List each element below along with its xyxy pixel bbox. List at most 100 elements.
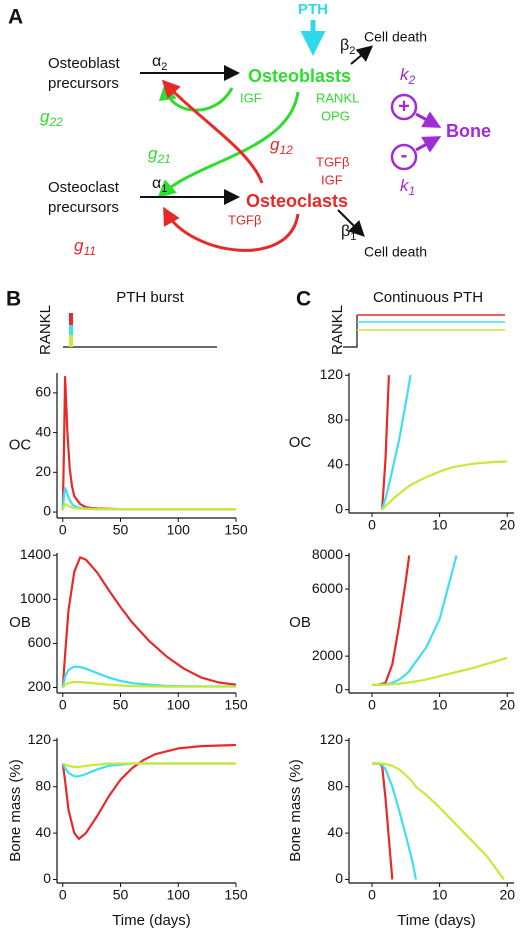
- data-line: [61, 375, 236, 511]
- x-tick-label: 10: [432, 887, 448, 903]
- beta1: β1: [341, 223, 356, 243]
- symbol: g: [270, 135, 280, 154]
- k1: k1: [400, 176, 415, 198]
- y-tick-label: 80: [327, 777, 343, 793]
- y-axis-label: Bone mass (%): [7, 759, 24, 862]
- osteoclasts: Osteoclasts: [246, 191, 348, 211]
- arrow: [350, 45, 374, 65]
- data-line: [381, 375, 390, 510]
- subscript: 2: [349, 45, 355, 57]
- x-tick-label: 50: [113, 887, 129, 903]
- subscript: 21: [156, 152, 170, 166]
- bone: Bone: [446, 121, 491, 141]
- x-tick-label: 0: [59, 522, 67, 538]
- x-tick-label: 0: [59, 887, 67, 903]
- g11-arrow: [163, 206, 300, 252]
- subscript: 2: [408, 73, 416, 87]
- x-tick-label: 150: [224, 887, 248, 903]
- alpha1: α1: [152, 175, 167, 195]
- x-tick-label: 100: [167, 887, 191, 903]
- symbol: g: [148, 144, 158, 163]
- input-label: RANKL: [37, 305, 54, 355]
- osteoclast-precursors: precursors: [48, 199, 119, 216]
- x-tick-label: 0: [59, 697, 67, 713]
- panel-label: A: [8, 6, 23, 29]
- y-tick-label: 80: [35, 777, 51, 793]
- cell-death: Cell death: [364, 29, 427, 45]
- y-axis-label: OC: [9, 436, 32, 453]
- tgfb: TGFβ: [316, 154, 349, 169]
- y-tick-label: 1000: [20, 590, 51, 606]
- subscript: 12: [279, 143, 293, 157]
- symbol: α: [152, 175, 161, 192]
- osteoblast-precursors: Osteoblast: [48, 55, 121, 72]
- data-line: [372, 555, 411, 686]
- y-tick-label: 0: [335, 500, 343, 516]
- y-tick-label: 0: [335, 870, 343, 886]
- data-line: [61, 665, 236, 688]
- symbol: g: [40, 107, 50, 126]
- data-line: [372, 762, 505, 881]
- x-tick-label: 0: [368, 697, 376, 713]
- osteoblast-precursors: precursors: [48, 75, 119, 92]
- g22: g22: [40, 107, 63, 129]
- plus-circle: [390, 93, 418, 121]
- plus: +: [398, 95, 410, 117]
- x-tick-label: 50: [113, 697, 129, 713]
- subscript: 22: [48, 115, 63, 129]
- x-tick-label: 20: [499, 697, 515, 713]
- g22-arrow: [158, 82, 234, 112]
- symbol: β: [341, 223, 350, 240]
- data-line: [61, 680, 236, 689]
- y-tick-label: 2000: [312, 647, 343, 663]
- y-axis-label: Bone mass (%): [287, 759, 304, 862]
- symbol: k: [400, 176, 410, 195]
- data-line: [61, 743, 237, 840]
- y-tick-label: 600: [28, 634, 52, 650]
- subscript: 11: [83, 244, 95, 258]
- panel-title: Continuous PTH: [373, 289, 483, 306]
- g21: g21: [148, 144, 171, 166]
- y-axis-label: OB: [289, 614, 311, 631]
- tgfb: TGFβ: [228, 212, 261, 227]
- beta2: β2: [340, 37, 355, 57]
- igf: IGF: [240, 90, 262, 105]
- panel-label: B: [6, 288, 21, 311]
- subscript: 1: [409, 184, 416, 198]
- x-tick-label: 20: [499, 517, 515, 533]
- rankl: RANKL: [316, 90, 359, 105]
- data-line: [372, 555, 458, 686]
- x-tick-label: 150: [224, 697, 248, 713]
- subscript: 1: [161, 183, 167, 195]
- data-line: [61, 503, 236, 511]
- panel-label: C: [296, 288, 311, 311]
- arrow: [337, 209, 365, 237]
- x-tick-label: 10: [432, 517, 448, 533]
- pth-label: PTH: [298, 1, 328, 18]
- y-tick-label: 80: [327, 411, 343, 427]
- arrow: [415, 136, 442, 153]
- x-tick-label: 100: [167, 522, 191, 538]
- g11: g11: [74, 236, 96, 258]
- x-tick-label: 100: [167, 697, 191, 713]
- y-tick-label: 0: [43, 503, 51, 519]
- alpha2: α2: [152, 53, 167, 73]
- x-tick-label: 50: [113, 522, 129, 538]
- x-axis-label: Time (days): [397, 912, 476, 929]
- igf: IGF: [321, 172, 343, 187]
- y-tick-label: 0: [43, 870, 51, 886]
- panel-a: A PTH Osteoblast precursors α2 Osteoblas…: [8, 1, 491, 260]
- osteoblasts: Osteoblasts: [248, 66, 351, 86]
- data-line: [372, 656, 508, 686]
- g12-arrow: [161, 79, 264, 184]
- g12: g12: [270, 135, 293, 157]
- input-label: RANKL: [329, 305, 346, 355]
- minus: -: [401, 144, 408, 166]
- y-tick-label: 40: [327, 824, 343, 840]
- y-axis-label: OB: [9, 614, 31, 631]
- data-line: [372, 762, 417, 880]
- y-tick-label: 0: [335, 680, 343, 696]
- symbol: β: [340, 37, 349, 54]
